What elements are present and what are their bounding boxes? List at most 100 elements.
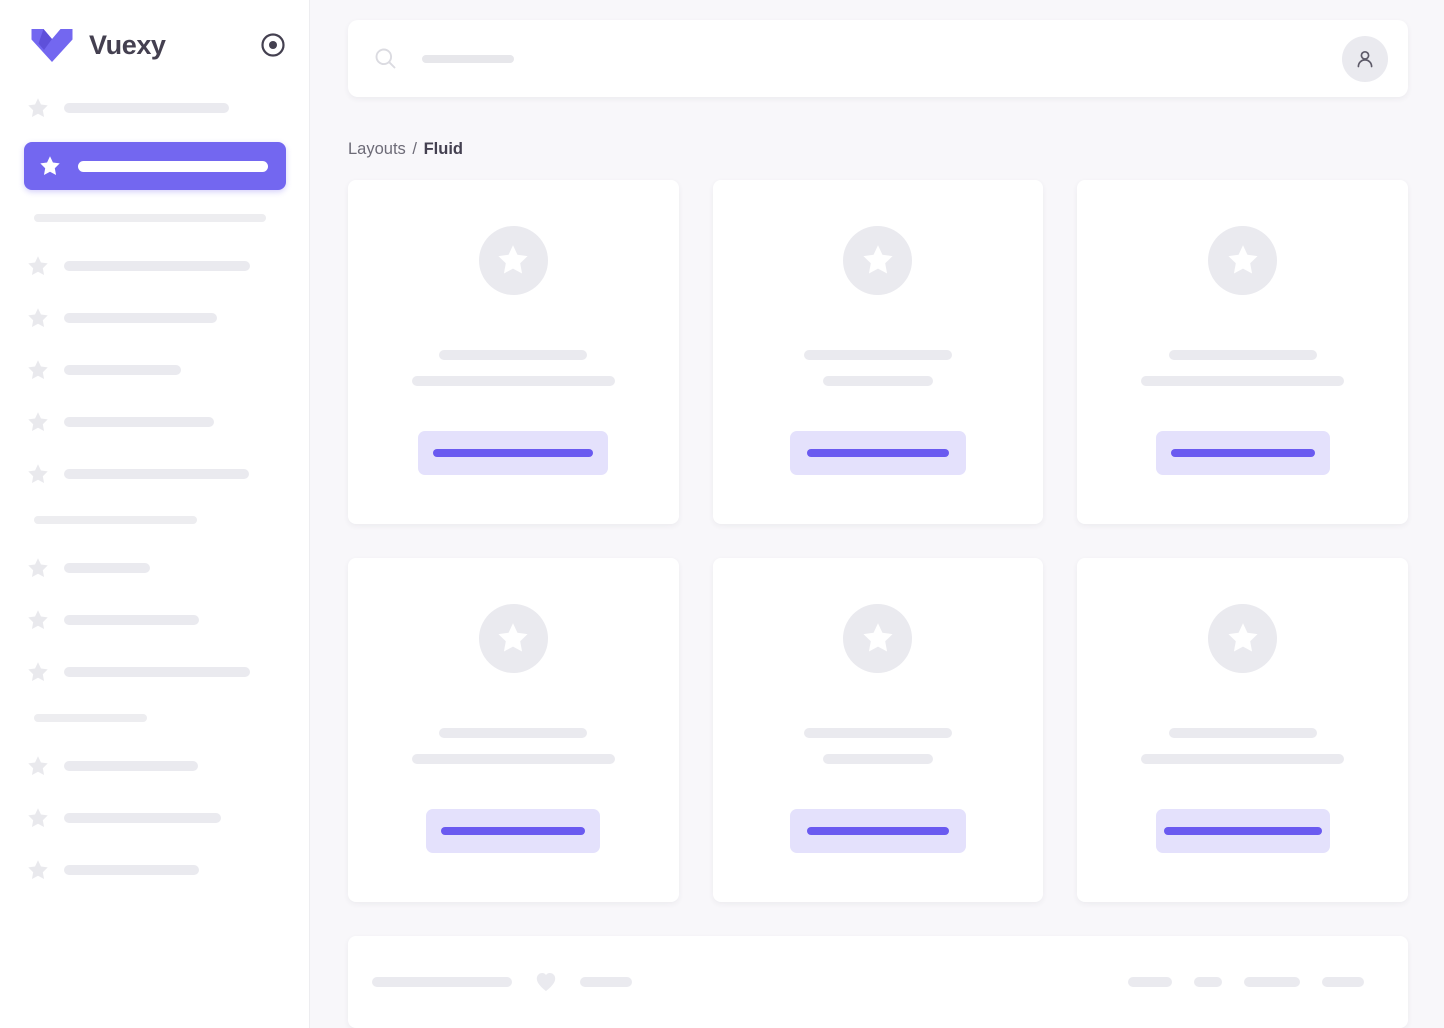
star-icon bbox=[28, 808, 48, 827]
sidebar-section-divider bbox=[34, 214, 266, 222]
avatar[interactable] bbox=[1342, 35, 1388, 82]
card-text-line bbox=[803, 727, 952, 738]
card-text-line bbox=[1168, 349, 1317, 360]
star-icon bbox=[28, 360, 48, 379]
sidebar-item[interactable] bbox=[24, 852, 286, 888]
card-text-line bbox=[439, 349, 588, 360]
sidebar-section bbox=[24, 214, 286, 492]
heart-icon[interactable] bbox=[534, 970, 558, 994]
card-avatar bbox=[843, 603, 913, 673]
card-text-skeleton bbox=[348, 727, 679, 764]
user-icon bbox=[1357, 50, 1373, 67]
content-card bbox=[1077, 179, 1408, 524]
brand-header: Vuexy bbox=[0, 0, 310, 90]
sidebar: Vuexy bbox=[0, 0, 310, 1028]
sidebar-item-label-bar bbox=[64, 563, 150, 573]
star-icon bbox=[28, 662, 48, 681]
main-content: Layouts / Fluid bbox=[310, 0, 1444, 1028]
sidebar-item[interactable] bbox=[24, 90, 286, 126]
card-text-line bbox=[822, 375, 933, 386]
sidebar-item-label-bar bbox=[64, 365, 181, 375]
star-icon bbox=[28, 308, 48, 327]
footer-right-group bbox=[1128, 976, 1364, 987]
sidebar-section bbox=[24, 90, 286, 190]
sidebar-item-label-bar bbox=[64, 667, 250, 677]
sidebar-item-label-bar bbox=[64, 865, 199, 875]
sidebar-item[interactable] bbox=[24, 300, 286, 336]
card-text-line bbox=[1168, 727, 1317, 738]
card-button-label-bar bbox=[1170, 448, 1315, 457]
star-icon bbox=[863, 623, 893, 652]
circle-dot-icon[interactable] bbox=[260, 32, 286, 58]
card-action-button[interactable] bbox=[1155, 430, 1330, 475]
card-avatar bbox=[478, 603, 548, 673]
sidebar-item[interactable] bbox=[24, 404, 286, 440]
star-icon bbox=[28, 558, 48, 577]
card-avatar bbox=[1208, 225, 1278, 295]
card-action-button[interactable] bbox=[789, 808, 966, 853]
search-icon[interactable] bbox=[374, 47, 397, 70]
star-icon bbox=[28, 756, 48, 775]
card-text-skeleton bbox=[1077, 727, 1408, 764]
star-icon bbox=[28, 610, 48, 629]
footer-left-group bbox=[372, 970, 632, 994]
sidebar-item-label-bar bbox=[78, 160, 268, 172]
card-avatar bbox=[478, 225, 548, 295]
star-icon bbox=[28, 98, 48, 117]
sidebar-item-label-bar bbox=[64, 313, 217, 323]
vuexy-chevron-heart-logo[interactable] bbox=[30, 26, 74, 64]
star-icon bbox=[863, 245, 893, 274]
card-action-button[interactable] bbox=[1155, 808, 1330, 853]
sidebar-item[interactable] bbox=[24, 248, 286, 284]
star-icon bbox=[498, 245, 528, 274]
card-text-skeleton bbox=[1077, 349, 1408, 386]
sidebar-section-divider bbox=[34, 714, 147, 722]
star-icon bbox=[28, 412, 48, 431]
card-text-line bbox=[1141, 375, 1345, 386]
card-action-button[interactable] bbox=[426, 808, 601, 853]
sidebar-item-label-bar bbox=[64, 417, 214, 427]
breadcrumb: Layouts / Fluid bbox=[348, 141, 1408, 158]
content-card bbox=[1077, 557, 1408, 902]
search-placeholder-bar bbox=[422, 54, 514, 63]
card-button-label-bar bbox=[441, 826, 586, 835]
sidebar-item[interactable] bbox=[24, 456, 286, 492]
sidebar-item[interactable] bbox=[24, 748, 286, 784]
breadcrumb-current: Fluid bbox=[423, 140, 463, 158]
sidebar-nav bbox=[0, 90, 310, 888]
brand-name: Vuexy bbox=[89, 29, 166, 60]
sidebar-item[interactable] bbox=[24, 800, 286, 836]
sidebar-section bbox=[24, 714, 286, 888]
footer-bar bbox=[1194, 976, 1222, 987]
card-text-line bbox=[411, 375, 615, 386]
card-action-button[interactable] bbox=[418, 430, 609, 475]
content-card bbox=[712, 557, 1044, 902]
card-text-skeleton bbox=[713, 727, 1044, 764]
sidebar-item[interactable] bbox=[24, 352, 286, 388]
sidebar-item-active[interactable] bbox=[24, 142, 286, 190]
star-icon bbox=[28, 256, 48, 275]
sidebar-item-label-bar bbox=[64, 261, 250, 271]
star-icon bbox=[40, 156, 60, 175]
breadcrumb-separator: / bbox=[412, 140, 417, 158]
sidebar-section-divider bbox=[34, 516, 197, 524]
star-icon bbox=[1228, 623, 1258, 652]
card-action-button[interactable] bbox=[789, 430, 966, 475]
sidebar-item[interactable] bbox=[24, 550, 286, 586]
search-input[interactable] bbox=[374, 47, 1342, 70]
content-card bbox=[348, 557, 679, 902]
card-text-line bbox=[822, 753, 933, 764]
breadcrumb-root[interactable]: Layouts bbox=[348, 140, 406, 158]
sidebar-item-label-bar bbox=[64, 615, 199, 625]
footer-bar bbox=[1244, 976, 1300, 987]
card-avatar bbox=[843, 225, 913, 295]
card-button-label-bar bbox=[1163, 826, 1322, 835]
sidebar-item[interactable] bbox=[24, 602, 286, 638]
sidebar-item[interactable] bbox=[24, 654, 286, 690]
card-text-skeleton bbox=[348, 349, 679, 386]
star-icon bbox=[1228, 245, 1258, 274]
sidebar-item-label-bar bbox=[64, 469, 249, 479]
sidebar-section bbox=[24, 516, 286, 690]
card-text-line bbox=[439, 727, 588, 738]
card-text-line bbox=[803, 349, 952, 360]
